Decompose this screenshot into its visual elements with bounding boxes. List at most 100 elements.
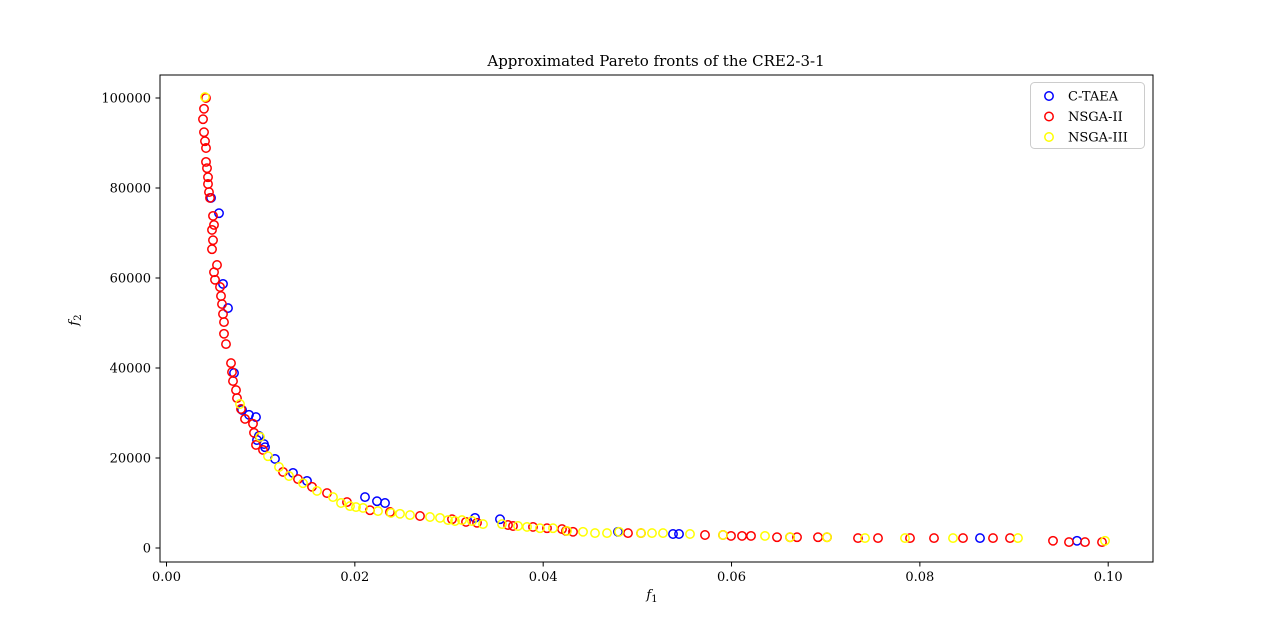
- data-point-nsga-ii: [1005, 533, 1015, 544]
- data-point-nsga-iii: [535, 523, 545, 534]
- data-point-nsga-iii: [457, 515, 467, 526]
- data-point-c-taea: [237, 404, 247, 415]
- data-point-nsga-ii: [203, 172, 213, 183]
- data-point-nsga-ii: [228, 376, 238, 387]
- data-point-nsga-ii: [1064, 537, 1074, 548]
- data-point-nsga-iii: [328, 492, 338, 503]
- data-point-nsga-ii: [201, 93, 211, 103]
- data-point-nsga-ii: [205, 192, 215, 203]
- data-point-nsga-iii: [562, 525, 572, 536]
- y-tick-label: 100000: [101, 92, 151, 107]
- x-tick-label: 0.06: [717, 570, 746, 585]
- data-point-nsga-ii: [929, 533, 939, 544]
- data-point-nsga-iii: [522, 521, 532, 532]
- legend: C-TAEA NSGA-II NSGA-III: [1030, 82, 1145, 149]
- data-point-nsga-ii: [700, 530, 710, 540]
- data-point-nsga-iii: [614, 526, 624, 537]
- x-axis-label: f1: [645, 588, 657, 605]
- legend-label-nsga2: NSGA-II: [1068, 110, 1123, 125]
- x-tick-label: 0.08: [905, 570, 934, 585]
- legend-marker-nsga2: [1044, 111, 1054, 122]
- x-tick-label: 0.04: [529, 570, 558, 585]
- data-point-nsga-iii: [685, 529, 695, 539]
- data-point-c-taea: [495, 514, 505, 525]
- data-point-nsga-ii: [226, 358, 236, 369]
- data-point-nsga-iii: [718, 530, 728, 540]
- legend-item-ctaea: C-TAEA: [1044, 90, 1119, 105]
- data-point-nsga-iii: [351, 502, 361, 513]
- data-point-nsga-iii: [578, 526, 588, 537]
- data-point-nsga-ii: [201, 156, 211, 167]
- data-point-nsga-ii: [792, 532, 802, 543]
- data-point-c-taea: [360, 492, 370, 503]
- y-tick-label: 0: [143, 542, 151, 557]
- data-point-nsga-ii: [251, 439, 261, 450]
- data-point-nsga-iii: [647, 528, 657, 539]
- data-point-nsga-iii: [443, 515, 453, 526]
- data-point-nsga-ii: [415, 511, 425, 521]
- data-point-nsga-ii: [231, 385, 241, 396]
- data-point-nsga-iii: [948, 533, 958, 544]
- data-point-nsga-ii: [737, 530, 747, 541]
- data-point-nsga-iii: [450, 516, 460, 526]
- data-point-nsga-iii: [284, 471, 294, 481]
- data-point-nsga-iii: [425, 512, 435, 522]
- y-axis-label: f2: [67, 314, 84, 326]
- data-point-nsga-iii: [602, 528, 612, 539]
- data-point-nsga-ii: [204, 187, 214, 198]
- y-axis-ticks: 0 20000 40000 60000 80000 100000: [101, 92, 160, 557]
- data-point-nsga-iii: [345, 501, 355, 512]
- data-point-nsga-ii: [958, 533, 968, 544]
- x-axis-ticks: 0.00 0.02 0.04 0.06 0.08 0.10: [152, 562, 1123, 585]
- data-point-nsga-iii: [467, 516, 477, 526]
- data-point-c-taea: [1072, 535, 1082, 546]
- data-point-nsga-iii: [1013, 533, 1023, 544]
- data-point-nsga-ii: [568, 526, 578, 537]
- data-point-nsga-ii: [236, 404, 246, 414]
- data-point-nsga-ii: [216, 291, 226, 301]
- data-point-nsga-iii: [435, 512, 445, 523]
- y-tick-label: 40000: [110, 362, 151, 377]
- data-point-nsga-ii: [503, 520, 513, 530]
- data-point-nsga-iii: [590, 528, 600, 539]
- data-point-nsga-ii: [508, 521, 518, 531]
- data-point-nsga-ii: [209, 219, 219, 230]
- legend-label-nsga3: NSGA-III: [1068, 131, 1128, 146]
- data-point-nsga-ii: [322, 488, 332, 499]
- x-tick-label: 0.10: [1094, 570, 1123, 585]
- data-point-nsga-ii: [240, 413, 250, 424]
- data-point-nsga-ii: [199, 103, 209, 114]
- data-point-c-taea: [668, 529, 678, 539]
- data-point-nsga-ii: [201, 143, 211, 153]
- data-point-nsga-iii: [822, 532, 832, 543]
- data-point-nsga-iii: [658, 528, 668, 539]
- plot-frame: [159, 74, 1154, 563]
- data-point-nsga-iii: [513, 521, 523, 531]
- data-point-c-taea: [214, 208, 224, 219]
- data-point-nsga-ii: [988, 533, 998, 544]
- data-point-nsga-iii: [274, 462, 284, 472]
- data-point-nsga-iii: [312, 485, 322, 496]
- data-point-nsga-ii: [207, 244, 217, 255]
- data-point-nsga-ii: [726, 530, 736, 541]
- legend-marker-nsga3: [1044, 132, 1054, 142]
- legend-label-ctaea: C-TAEA: [1068, 90, 1119, 105]
- data-point-c-taea: [260, 442, 270, 453]
- data-point-nsga-ii: [219, 317, 229, 328]
- data-point-nsga-iii: [358, 502, 368, 513]
- data-point-nsga-iii: [373, 506, 383, 517]
- data-point-nsga-iii: [298, 478, 308, 489]
- data-point-nsga-ii: [623, 528, 633, 539]
- data-point-nsga-iii: [1100, 535, 1110, 546]
- data-point-nsga-ii: [873, 533, 883, 544]
- y-tick-label: 20000: [110, 452, 151, 467]
- data-point-c-taea: [674, 529, 684, 539]
- data-point-nsga-iii: [760, 530, 770, 541]
- y-tick-label: 80000: [110, 182, 151, 197]
- data-point-c-taea: [470, 512, 480, 523]
- legend-box: [1030, 82, 1145, 149]
- data-point-nsga-iii: [785, 532, 795, 543]
- legend-item-nsga2: NSGA-II: [1044, 110, 1123, 125]
- data-point-nsga-ii: [258, 444, 268, 455]
